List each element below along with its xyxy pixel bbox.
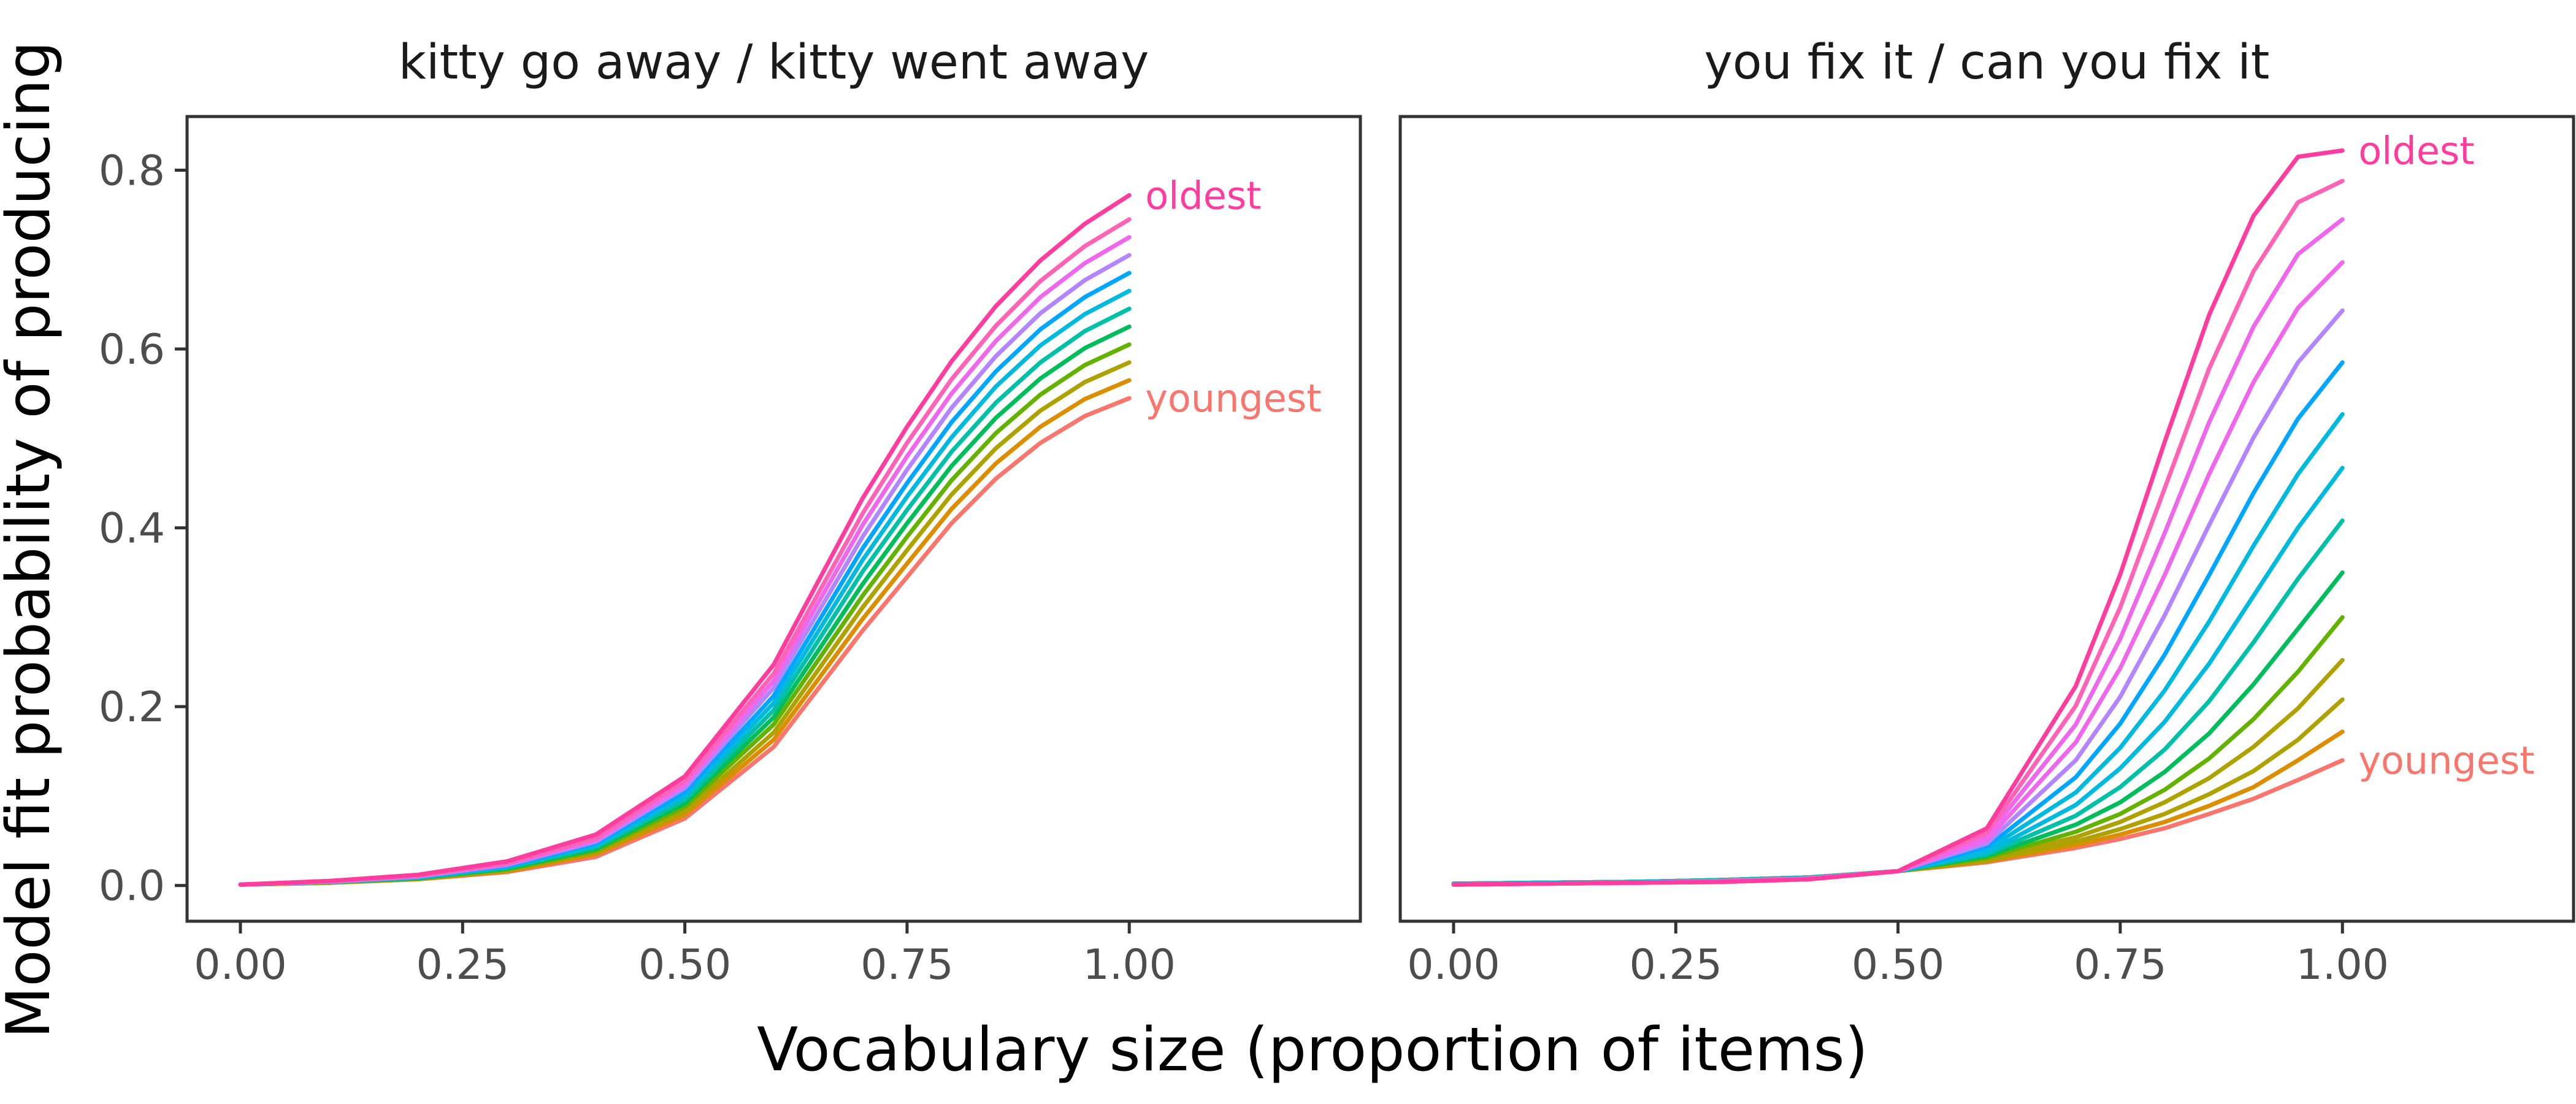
x-tick-label: 0.50 <box>1852 941 1944 989</box>
series-line <box>238 288 1132 887</box>
x-tick-label: 0.00 <box>1407 941 1500 989</box>
panel-1: kitty go away / kitty went away 0.00 0.25 0… <box>99 35 1362 989</box>
oldest-label: oldest <box>2358 128 2474 173</box>
oldest-label: oldest <box>1145 173 1261 218</box>
y-tick-label: 0.0 <box>99 862 165 911</box>
youngest-label: youngest <box>2358 738 2534 783</box>
y-tick-label: 0.4 <box>99 505 165 553</box>
series-line <box>1451 615 2345 886</box>
series-line <box>1451 697 2345 886</box>
panel-border <box>185 115 1362 923</box>
x-tick-label: 0.50 <box>638 941 731 989</box>
x-tick-label: 1.00 <box>2296 941 2388 989</box>
panel-2: you fix it / can you fix it 0.00 0.25 0.50 0… <box>1398 35 2575 989</box>
panel-border <box>1398 115 2575 923</box>
series-line <box>238 270 1132 887</box>
x-tick-label: 0.00 <box>194 941 286 989</box>
x-tick-label: 0.25 <box>1630 941 1722 989</box>
series-line <box>238 253 1132 887</box>
panel-title: kitty go away / kitty went away <box>399 35 1149 90</box>
x-axis-title: Vocabulary size (proportion of items) <box>757 1015 1868 1085</box>
series-line <box>1451 148 2345 887</box>
series-line <box>1451 308 2345 887</box>
x-tick-label: 0.75 <box>2074 941 2166 989</box>
panels-layer: kitty go away / kitty went away 0.00 0.25 0… <box>99 35 2575 989</box>
series-line <box>238 193 1132 887</box>
series-line <box>1451 466 2345 886</box>
x-tick-label: 0.75 <box>861 941 953 989</box>
youngest-label: youngest <box>1145 376 1321 421</box>
x-tick-label: 0.25 <box>416 941 509 989</box>
y-tick-label: 0.2 <box>99 683 165 732</box>
y-axis-title: Model fit probability of producing <box>0 41 64 1038</box>
x-tick-label: 1.00 <box>1083 941 1175 989</box>
series-line <box>1451 657 2345 886</box>
y-tick-label: 0.6 <box>99 326 165 374</box>
y-tick-label: 0.8 <box>99 147 165 195</box>
panel-title: you fix it / can you fix it <box>1704 35 2270 90</box>
series-line <box>1451 729 2345 886</box>
